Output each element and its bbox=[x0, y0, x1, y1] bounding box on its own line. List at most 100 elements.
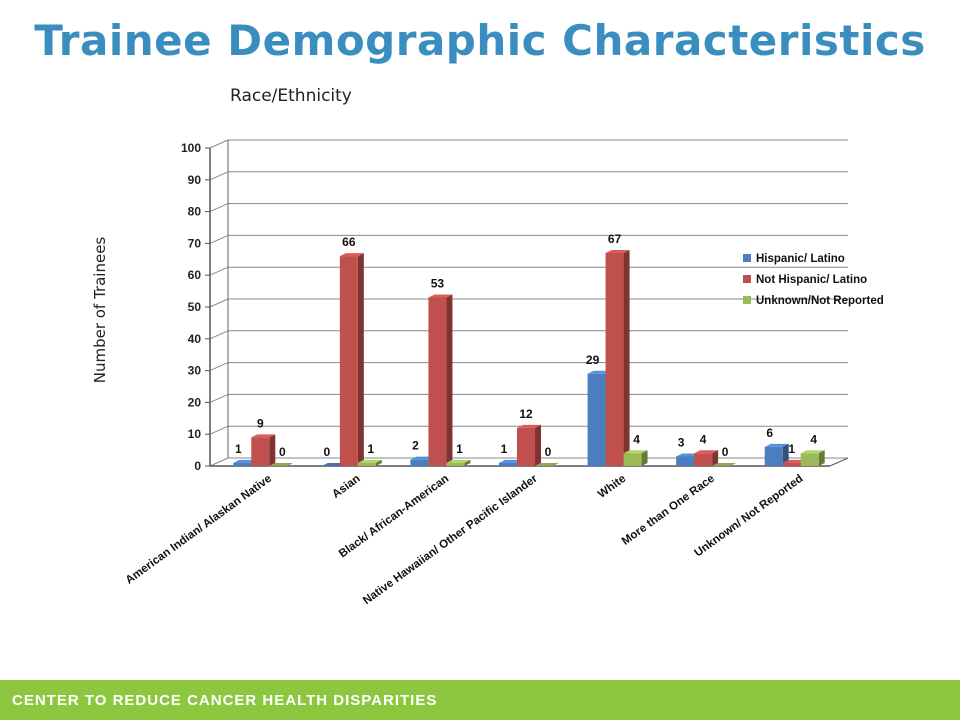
bar bbox=[357, 459, 382, 466]
y-tick-label: 20 bbox=[188, 395, 202, 409]
bar-side bbox=[818, 450, 825, 466]
data-label: 29 bbox=[586, 353, 600, 367]
data-label: 6 bbox=[766, 426, 773, 440]
data-label: 0 bbox=[722, 445, 729, 459]
bar bbox=[339, 253, 364, 466]
data-label: 67 bbox=[608, 232, 622, 246]
bar bbox=[800, 450, 825, 466]
bar-face bbox=[800, 453, 819, 466]
legend-swatch bbox=[743, 254, 751, 262]
gridline-depth bbox=[209, 234, 229, 244]
bar-top bbox=[535, 463, 559, 466]
bar bbox=[623, 450, 648, 466]
legend-swatch bbox=[743, 275, 751, 283]
bar-side bbox=[641, 450, 648, 466]
x-tick-label: Asian bbox=[330, 473, 362, 501]
bar-top bbox=[428, 294, 453, 298]
data-label: 4 bbox=[810, 432, 817, 446]
bar-top bbox=[233, 459, 258, 463]
data-label: 0 bbox=[324, 445, 331, 459]
bar-top bbox=[800, 450, 825, 454]
data-label: 53 bbox=[431, 276, 445, 290]
legend-entry: Not Hispanic/ Latino bbox=[756, 274, 867, 286]
data-label: 4 bbox=[633, 432, 640, 446]
bar bbox=[535, 463, 559, 466]
bar bbox=[712, 463, 737, 466]
y-tick-label: 50 bbox=[188, 300, 202, 314]
bar-face bbox=[764, 446, 783, 466]
x-tick-label: More than One Race bbox=[620, 473, 717, 548]
bar-top bbox=[623, 450, 648, 454]
bar-top bbox=[517, 424, 541, 428]
bar-side bbox=[782, 443, 789, 466]
bar-top bbox=[269, 463, 294, 466]
footer-bar: CENTER TO REDUCE CANCER HEALTH DISPARITI… bbox=[0, 680, 960, 720]
bar-top bbox=[357, 459, 382, 463]
y-tick-label: 80 bbox=[188, 205, 202, 219]
bar-side bbox=[375, 459, 382, 466]
gridline-depth bbox=[209, 330, 229, 340]
bar-side bbox=[357, 253, 364, 466]
bar bbox=[764, 443, 789, 466]
bar-top bbox=[339, 253, 364, 257]
bar-side bbox=[446, 294, 453, 466]
bar-side bbox=[269, 434, 276, 466]
gridline-depth bbox=[209, 298, 229, 308]
data-label: 3 bbox=[678, 435, 685, 449]
y-tick-label: 40 bbox=[188, 332, 202, 346]
bar-face bbox=[782, 462, 801, 466]
bar-side bbox=[535, 424, 541, 466]
bar-face bbox=[623, 453, 642, 466]
footer-text: CENTER TO REDUCE CANCER HEALTH DISPARITI… bbox=[12, 692, 438, 709]
bar-face bbox=[587, 373, 606, 466]
bar-side bbox=[623, 249, 630, 466]
data-label: 12 bbox=[519, 407, 533, 421]
bar-face bbox=[446, 462, 465, 466]
bar-face bbox=[233, 462, 252, 466]
data-label: 1 bbox=[456, 442, 463, 456]
bar-top bbox=[694, 450, 719, 454]
bar-top bbox=[764, 443, 789, 447]
data-label: 2 bbox=[412, 439, 419, 453]
data-label: 1 bbox=[501, 442, 508, 456]
data-label: 66 bbox=[342, 235, 356, 249]
gridline-depth bbox=[209, 393, 229, 403]
bar-top bbox=[446, 459, 471, 463]
bar-face bbox=[428, 297, 447, 466]
y-tick-label: 0 bbox=[194, 459, 201, 473]
bar bbox=[269, 463, 294, 466]
y-tick-label: 10 bbox=[188, 427, 202, 441]
data-label: 1 bbox=[368, 442, 375, 456]
data-label: 9 bbox=[257, 416, 264, 430]
bar-face bbox=[339, 256, 358, 466]
bar bbox=[428, 294, 453, 466]
bar-side bbox=[464, 459, 471, 466]
data-label: 1 bbox=[788, 442, 795, 456]
legend-entry: Hispanic/ Latino bbox=[756, 253, 845, 265]
floor-edge bbox=[829, 457, 849, 467]
bar-face bbox=[251, 437, 270, 466]
y-tick-label: 60 bbox=[188, 268, 202, 282]
data-label: 4 bbox=[700, 432, 707, 446]
gridline-depth bbox=[209, 457, 229, 467]
bar-top bbox=[251, 434, 276, 438]
bar-face bbox=[410, 459, 429, 466]
y-tick-label: 100 bbox=[181, 141, 201, 155]
bar-face bbox=[357, 462, 376, 466]
y-tick-label: 70 bbox=[188, 236, 202, 250]
bar-top bbox=[712, 463, 737, 466]
bar-face bbox=[605, 252, 624, 466]
y-tick-label: 90 bbox=[188, 173, 202, 187]
y-tick-label: 30 bbox=[188, 364, 202, 378]
gridline-depth bbox=[209, 266, 229, 276]
bar-face bbox=[676, 456, 695, 466]
data-label: 0 bbox=[545, 445, 552, 459]
bar bbox=[446, 459, 471, 466]
bar bbox=[605, 249, 630, 466]
x-tick-label: White bbox=[596, 473, 628, 501]
legend-entry: Unknown/Not Reported bbox=[756, 295, 884, 307]
gridline-depth bbox=[209, 139, 229, 149]
slide-title: Trainee Demographic Characteristics bbox=[34, 16, 926, 65]
gridline-depth bbox=[209, 425, 229, 435]
